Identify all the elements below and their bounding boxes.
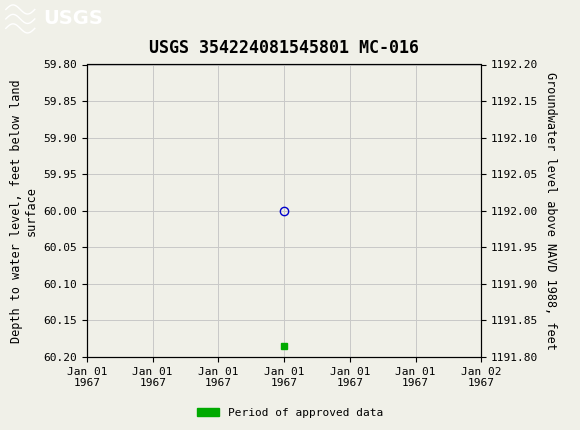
- Text: USGS: USGS: [44, 9, 103, 28]
- Y-axis label: Depth to water level, feet below land
surface: Depth to water level, feet below land su…: [10, 79, 38, 343]
- Legend: Period of approved data: Period of approved data: [193, 403, 387, 422]
- Y-axis label: Groundwater level above NAVD 1988, feet: Groundwater level above NAVD 1988, feet: [544, 72, 557, 350]
- Title: USGS 354224081545801 MC-016: USGS 354224081545801 MC-016: [149, 40, 419, 57]
